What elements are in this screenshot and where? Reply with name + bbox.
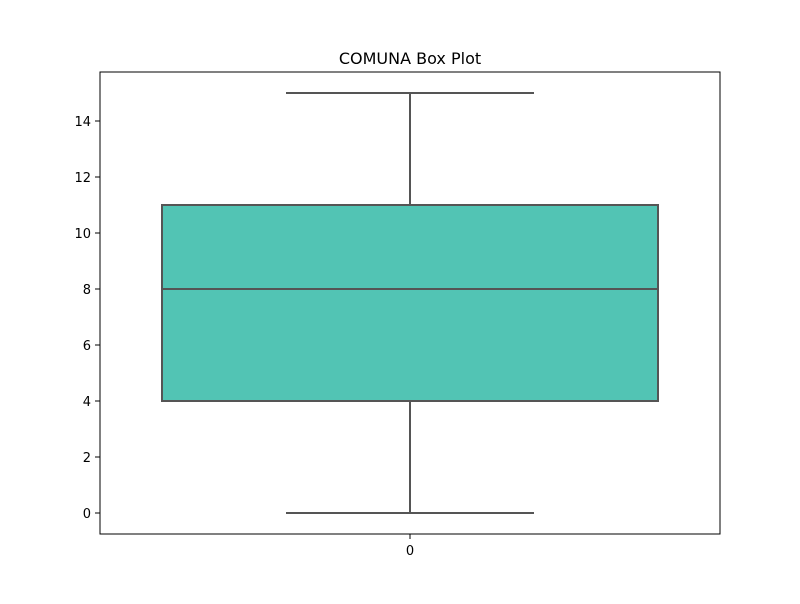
y-tick-label: 14 (74, 115, 91, 130)
y-tick-label: 10 (74, 227, 91, 242)
y-tick-label: 4 (83, 395, 91, 410)
plot-frame (99, 71, 721, 535)
plot-area (161, 92, 659, 514)
y-tick-label: 0 (83, 507, 91, 522)
y-tick-label: 2 (83, 451, 91, 466)
y-tick-label: 6 (83, 339, 91, 354)
iqr-box (161, 204, 659, 402)
y-axis: 0 2 4 6 8 10 12 14 (74, 115, 100, 522)
y-tick-label: 12 (74, 171, 91, 186)
x-tick-label: 0 (406, 544, 414, 559)
x-axis: 0 (406, 534, 414, 559)
y-tick-label: 8 (83, 283, 91, 298)
chart-title: COMUNA Box Plot (339, 49, 481, 68)
